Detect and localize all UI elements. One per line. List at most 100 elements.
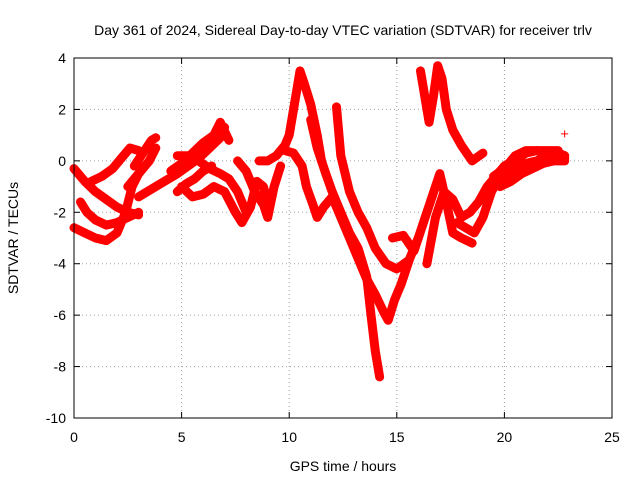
x-tick-label: 15	[389, 429, 405, 445]
data-point	[124, 213, 132, 221]
data-point	[272, 152, 280, 160]
data-point	[167, 167, 175, 175]
data-point	[117, 154, 125, 162]
data-point	[234, 157, 242, 165]
y-tick-label: 0	[58, 153, 66, 169]
data-point	[554, 147, 562, 155]
data-point	[259, 183, 267, 191]
x-tick-label: 25	[604, 429, 620, 445]
data-point	[178, 183, 186, 191]
data-point	[449, 195, 457, 203]
data-point	[462, 224, 470, 232]
data-point	[147, 136, 155, 144]
data-point	[425, 118, 433, 126]
data-point	[199, 167, 207, 175]
y-tick-label: -8	[54, 359, 67, 375]
data-point	[382, 260, 390, 268]
data-point	[468, 157, 476, 165]
data-point	[313, 213, 321, 221]
data-point	[242, 167, 250, 175]
data-point	[470, 229, 478, 237]
data-point	[449, 126, 457, 134]
y-tick-label: 2	[58, 101, 66, 117]
data-track	[129, 133, 161, 171]
data-point	[113, 219, 121, 227]
data-point	[419, 221, 427, 229]
plot-frame	[73, 57, 613, 419]
data-point	[173, 152, 181, 160]
data-point	[199, 190, 207, 198]
data-point	[253, 177, 261, 185]
data-point	[505, 162, 513, 170]
data-point	[122, 208, 130, 216]
data-point	[264, 213, 272, 221]
data-track	[280, 146, 337, 222]
data-point	[449, 229, 457, 237]
data-point	[490, 172, 498, 180]
data-point	[457, 234, 465, 242]
y-tick-label: -6	[54, 307, 67, 323]
data-point	[429, 93, 437, 101]
data-point	[533, 147, 541, 155]
data-point	[550, 157, 558, 165]
data-point	[309, 201, 317, 209]
data-point	[511, 165, 519, 173]
data-point	[113, 203, 121, 211]
data-point	[313, 131, 321, 139]
data-point	[178, 159, 186, 167]
data-point	[191, 175, 199, 183]
data-point	[109, 165, 117, 173]
data-point	[466, 208, 474, 216]
data-point	[363, 275, 371, 283]
data-point	[92, 216, 100, 224]
data-point	[333, 103, 341, 111]
data-point	[423, 260, 431, 268]
data-point	[468, 239, 476, 247]
data-point	[225, 136, 233, 144]
chart-title: Day 361 of 2024, Sidereal Day-to-day VTE…	[94, 22, 592, 38]
data-point	[281, 147, 289, 155]
data-point	[210, 183, 218, 191]
data-point	[81, 177, 89, 185]
data-point	[345, 188, 353, 196]
data-point	[285, 131, 293, 139]
data-point	[528, 165, 536, 173]
data-point	[427, 195, 435, 203]
data-point	[124, 183, 132, 191]
data-layer	[69, 61, 570, 382]
data-point	[457, 213, 465, 221]
data-point	[500, 172, 508, 180]
data-point	[251, 188, 259, 196]
data-point	[76, 198, 84, 206]
data-point	[371, 244, 379, 252]
data-point	[436, 170, 444, 178]
data-point	[231, 208, 239, 216]
data-point	[522, 147, 530, 155]
data-point	[135, 193, 143, 201]
data-point	[543, 147, 551, 155]
data-point	[561, 157, 569, 165]
data-track	[172, 151, 251, 217]
x-tick-label: 0	[70, 429, 78, 445]
data-point	[184, 162, 192, 170]
data-point	[539, 159, 547, 167]
data-point	[307, 100, 315, 108]
data-point	[130, 162, 138, 170]
data-point	[102, 237, 110, 245]
data-point	[296, 67, 304, 75]
data-point	[152, 134, 160, 142]
y-tick-label: -2	[54, 204, 67, 220]
data-point	[376, 373, 384, 381]
data-point	[414, 234, 422, 242]
data-point	[225, 175, 233, 183]
data-point	[410, 247, 418, 255]
data-point	[246, 203, 254, 211]
data-point	[354, 208, 362, 216]
data-point	[384, 316, 392, 324]
data-point	[221, 123, 229, 131]
data-point	[533, 157, 541, 165]
data-point	[139, 149, 147, 157]
x-tick-label: 5	[178, 429, 186, 445]
data-point	[388, 234, 396, 242]
